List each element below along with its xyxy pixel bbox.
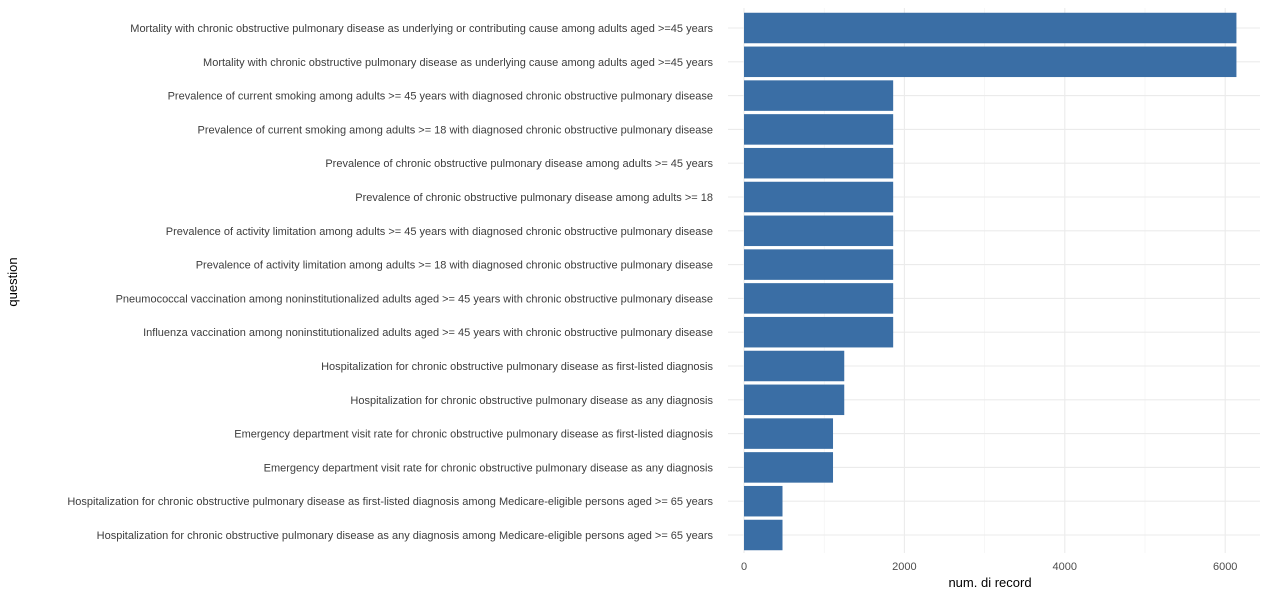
category-label: Prevalence of current smoking among adul… — [198, 124, 713, 136]
category-label: Prevalence of current smoking among adul… — [168, 91, 713, 103]
bar — [744, 46, 1237, 78]
category-label: Prevalence of chronic obstructive pulmon… — [355, 192, 713, 204]
bar — [744, 350, 845, 382]
bar — [744, 181, 894, 213]
bar — [744, 80, 894, 111]
bar — [744, 283, 894, 314]
category-label: Emergency department visit rate for chro… — [234, 429, 713, 441]
category-label: Emergency department visit rate for chro… — [264, 462, 714, 474]
category-label: Hospitalization for chronic obstructive … — [97, 530, 714, 542]
category-label: Mortality with chronic obstructive pulmo… — [130, 23, 713, 35]
category-labels: Mortality with chronic obstructive pulmo… — [67, 23, 713, 542]
category-label: Pneumococcal vaccination among noninstit… — [116, 293, 713, 305]
bar — [744, 485, 783, 517]
bar — [744, 12, 1237, 44]
bars — [744, 12, 1237, 551]
x-tick-label: 0 — [741, 561, 747, 573]
x-tick-label: 2000 — [892, 561, 916, 573]
category-label: Mortality with chronic obstructive pulmo… — [203, 57, 713, 69]
bar — [744, 316, 894, 348]
category-label: Prevalence of activity limitation among … — [196, 260, 713, 272]
bar — [744, 452, 834, 483]
x-tick-label: 6000 — [1213, 561, 1237, 573]
bar — [744, 215, 894, 247]
bar — [744, 114, 894, 145]
category-label: Prevalence of chronic obstructive pulmon… — [325, 158, 713, 170]
y-axis-title: question — [5, 257, 20, 306]
category-label: Hospitalization for chronic obstructive … — [67, 496, 713, 508]
category-label: Hospitalization for chronic obstructive … — [350, 395, 713, 407]
category-label: Influenza vaccination among noninstituti… — [143, 327, 713, 339]
category-label: Hospitalization for chronic obstructive … — [321, 361, 713, 373]
bar — [744, 249, 894, 280]
x-axis-title: num. di record — [948, 575, 1031, 590]
bar — [744, 418, 834, 449]
bar — [744, 384, 845, 416]
bar — [744, 519, 783, 551]
bar — [744, 147, 894, 179]
category-label: Prevalence of activity limitation among … — [166, 226, 713, 238]
x-tick-labels: 0 2000 4000 6000 — [741, 561, 1238, 573]
x-tick-label: 4000 — [1053, 561, 1077, 573]
